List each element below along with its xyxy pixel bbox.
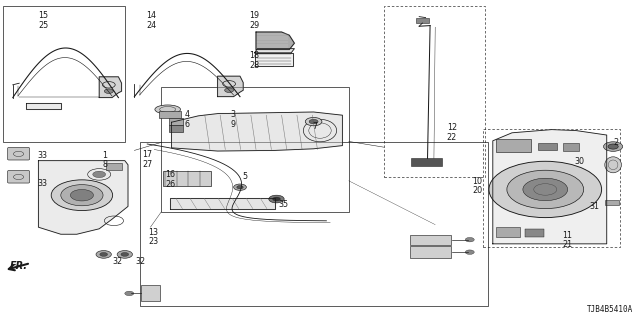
Bar <box>483 129 620 247</box>
Polygon shape <box>26 103 61 109</box>
Circle shape <box>269 195 284 203</box>
Circle shape <box>305 117 322 126</box>
Ellipse shape <box>155 105 180 114</box>
Text: 2: 2 <box>613 138 618 147</box>
Text: 17
27: 17 27 <box>142 150 152 169</box>
Bar <box>159 111 181 118</box>
Bar <box>141 285 160 301</box>
Text: 13
23: 13 23 <box>148 228 159 246</box>
Circle shape <box>465 237 474 242</box>
Bar <box>496 227 520 237</box>
Bar <box>161 87 349 212</box>
Circle shape <box>96 251 111 258</box>
Circle shape <box>465 250 474 254</box>
Polygon shape <box>493 130 607 244</box>
Polygon shape <box>218 76 243 97</box>
Text: 35: 35 <box>278 200 289 209</box>
Circle shape <box>309 119 318 124</box>
Polygon shape <box>99 77 122 98</box>
Circle shape <box>523 178 568 201</box>
Bar <box>525 229 544 237</box>
Polygon shape <box>172 112 342 151</box>
Bar <box>538 143 557 150</box>
Bar <box>384 6 485 177</box>
Circle shape <box>93 171 106 178</box>
Text: 32: 32 <box>112 257 122 266</box>
Circle shape <box>507 170 584 209</box>
Circle shape <box>117 251 132 258</box>
Bar <box>410 246 451 258</box>
Polygon shape <box>38 161 128 234</box>
Bar <box>410 235 451 245</box>
Text: 19
29: 19 29 <box>250 11 260 29</box>
Text: FR.: FR. <box>10 261 28 271</box>
Bar <box>106 163 122 170</box>
Text: 11
21: 11 21 <box>562 231 572 249</box>
Circle shape <box>61 185 103 206</box>
Bar <box>169 118 183 125</box>
Polygon shape <box>170 198 275 209</box>
Text: 14
24: 14 24 <box>146 11 156 29</box>
Text: 3
9: 3 9 <box>230 110 236 129</box>
Text: 7: 7 <box>312 122 317 131</box>
Text: 30: 30 <box>575 157 585 166</box>
Circle shape <box>100 252 108 256</box>
Circle shape <box>234 184 246 190</box>
Circle shape <box>604 142 623 151</box>
Text: 1
8: 1 8 <box>102 151 108 169</box>
Circle shape <box>121 252 129 256</box>
Ellipse shape <box>605 157 621 173</box>
Text: 10
20: 10 20 <box>472 177 483 195</box>
Circle shape <box>489 161 602 218</box>
Circle shape <box>273 197 280 201</box>
Text: 33: 33 <box>37 179 47 188</box>
Circle shape <box>237 186 243 189</box>
Text: 12
22: 12 22 <box>447 123 457 141</box>
Bar <box>496 139 531 152</box>
Polygon shape <box>255 53 293 66</box>
Text: 16
26: 16 26 <box>165 170 175 188</box>
Text: 15
25: 15 25 <box>38 11 49 29</box>
Bar <box>3 6 125 142</box>
Circle shape <box>608 144 618 149</box>
FancyBboxPatch shape <box>8 148 29 160</box>
Text: 18
28: 18 28 <box>250 51 260 69</box>
FancyBboxPatch shape <box>8 171 29 183</box>
Polygon shape <box>256 32 294 50</box>
Bar <box>563 143 579 151</box>
Bar <box>163 171 211 186</box>
Text: 4
6: 4 6 <box>184 110 189 129</box>
Text: 31: 31 <box>589 202 600 211</box>
Circle shape <box>51 180 113 211</box>
Circle shape <box>104 89 113 93</box>
Circle shape <box>225 88 234 92</box>
Circle shape <box>70 189 93 201</box>
Text: 33: 33 <box>37 151 47 160</box>
Circle shape <box>125 291 134 296</box>
Polygon shape <box>255 49 294 53</box>
Bar <box>416 18 429 23</box>
Text: 32: 32 <box>136 257 146 266</box>
Text: TJB4B5410A: TJB4B5410A <box>588 305 634 314</box>
Bar <box>169 125 183 132</box>
Bar <box>411 158 442 166</box>
Bar <box>140 142 488 306</box>
Bar <box>605 200 619 205</box>
Text: 5: 5 <box>242 172 247 181</box>
